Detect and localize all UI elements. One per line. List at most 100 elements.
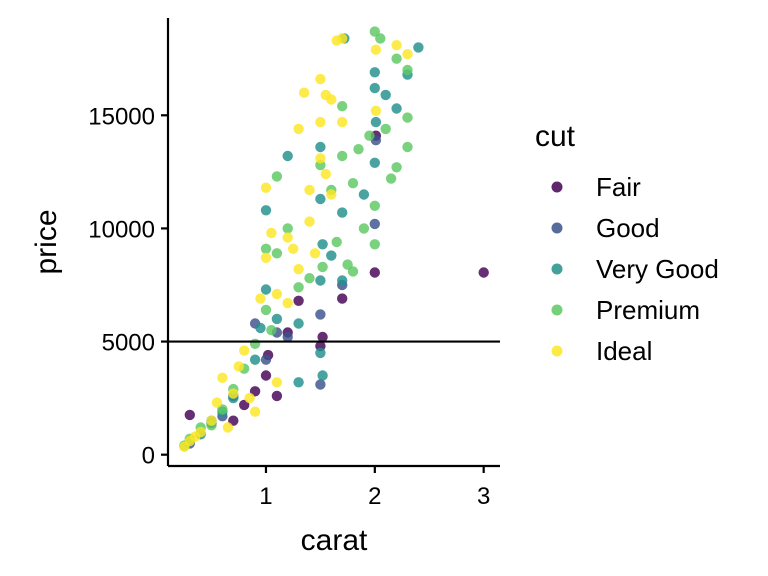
- point: [402, 49, 413, 60]
- point: [249, 354, 261, 365]
- legend-label: Fair: [596, 172, 641, 202]
- point: [211, 397, 223, 408]
- point: [304, 273, 315, 284]
- point: [402, 112, 413, 123]
- point: [309, 248, 321, 259]
- legend-title: cut: [535, 120, 576, 153]
- point: [337, 150, 348, 162]
- y-tick-label: 10000: [88, 216, 155, 243]
- point: [249, 338, 261, 349]
- point: [255, 293, 266, 304]
- legend-label: Very Good: [596, 254, 719, 284]
- legend-item: Very Good: [551, 254, 719, 284]
- point: [260, 205, 272, 216]
- point: [304, 184, 315, 196]
- point: [288, 243, 299, 254]
- point: [244, 392, 255, 404]
- y-tick-label: 15000: [88, 103, 155, 130]
- point: [315, 379, 326, 390]
- point: [315, 309, 326, 320]
- point: [337, 293, 348, 304]
- point: [304, 216, 315, 227]
- point: [260, 354, 272, 365]
- point: [260, 182, 272, 193]
- point: [391, 53, 402, 64]
- point: [326, 189, 337, 200]
- point: [293, 318, 304, 329]
- point: [315, 153, 326, 164]
- series-ideal: [179, 33, 413, 452]
- point: [222, 422, 234, 433]
- point: [206, 415, 217, 426]
- legend-label: Good: [596, 213, 660, 243]
- point: [184, 409, 195, 421]
- point: [385, 173, 397, 184]
- legend-label: Premium: [596, 295, 700, 325]
- point: [282, 232, 293, 243]
- point: [317, 370, 328, 381]
- point: [320, 168, 331, 180]
- point: [315, 141, 326, 153]
- legend-swatch: [551, 304, 563, 316]
- point: [271, 390, 283, 402]
- point: [478, 267, 489, 278]
- point: [315, 347, 326, 359]
- x-tick-label: 2: [368, 483, 381, 510]
- x-axis-title: carat: [301, 524, 368, 557]
- point: [293, 295, 304, 306]
- x-tick-label: 3: [477, 483, 490, 510]
- point: [217, 372, 228, 383]
- point: [413, 42, 424, 53]
- point: [260, 284, 272, 295]
- legend-swatch: [551, 345, 563, 357]
- point: [266, 325, 277, 336]
- point: [402, 64, 413, 76]
- point: [315, 193, 326, 205]
- point: [239, 345, 250, 356]
- point: [337, 275, 348, 286]
- point: [255, 322, 266, 334]
- point: [369, 82, 380, 94]
- point: [317, 261, 328, 273]
- point: [271, 248, 283, 259]
- point: [364, 130, 375, 141]
- point: [266, 227, 277, 239]
- point: [337, 116, 348, 128]
- point: [271, 171, 283, 182]
- point: [337, 101, 348, 112]
- legend-swatch: [551, 263, 563, 275]
- point: [370, 44, 382, 55]
- legend-item: Premium: [551, 295, 700, 325]
- x-ticks: 1 2 3: [259, 466, 490, 510]
- point: [370, 116, 382, 128]
- point: [337, 33, 348, 44]
- point: [402, 141, 413, 153]
- legend-item: Good: [551, 213, 660, 243]
- point: [326, 94, 337, 105]
- y-tick-label: 5000: [102, 330, 155, 357]
- point: [282, 223, 293, 234]
- point: [358, 189, 370, 200]
- point: [315, 73, 326, 85]
- point: [315, 116, 326, 128]
- point: [358, 223, 370, 234]
- x-tick-label: 1: [259, 483, 272, 510]
- point: [369, 67, 380, 78]
- point: [249, 406, 261, 417]
- point: [369, 267, 380, 278]
- point: [293, 264, 304, 275]
- series-fair: [184, 130, 489, 426]
- y-ticks: 0 5000 10000 15000: [88, 103, 168, 470]
- point: [228, 388, 239, 399]
- point: [317, 331, 328, 343]
- point: [282, 297, 293, 309]
- legend-swatch: [551, 222, 563, 234]
- legend-item: Fair: [551, 172, 641, 202]
- point: [326, 250, 337, 261]
- point: [337, 207, 348, 218]
- point: [391, 103, 402, 114]
- point: [271, 288, 283, 300]
- point: [195, 426, 206, 438]
- legend: cut Fair Good Very Good Premium Ideal: [535, 120, 719, 366]
